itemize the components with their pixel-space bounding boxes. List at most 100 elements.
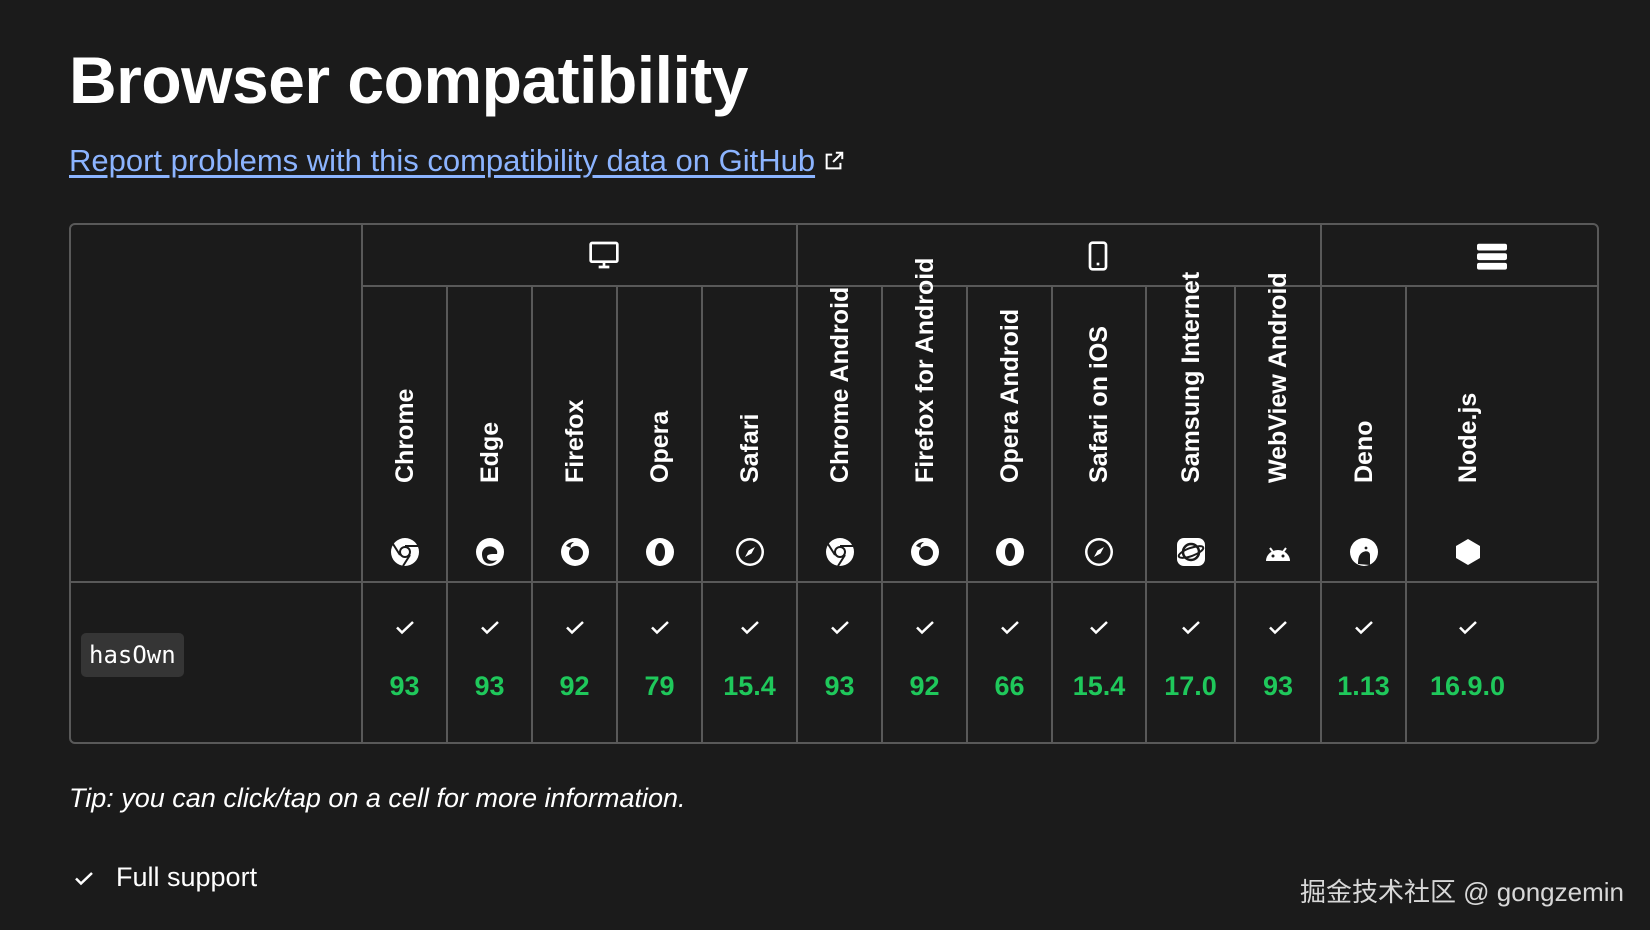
page-title: Browser compatibility: [69, 43, 749, 117]
version-added: 16.9.0: [1429, 671, 1506, 701]
column-divider: [446, 285, 448, 744]
nodejs-icon: [1455, 539, 1480, 565]
version-added: 93: [824, 671, 855, 701]
support-cell[interactable]: 93: [798, 583, 881, 744]
version-added: 93: [1262, 671, 1294, 701]
browser-header: Firefox: [533, 287, 616, 583]
chrome-icon: [390, 538, 419, 567]
support-cell[interactable]: 17.0: [1147, 583, 1234, 744]
browser-name: Firefox: [560, 399, 589, 483]
support-cell[interactable]: 93: [363, 583, 446, 744]
browser-header: Deno: [1322, 287, 1405, 583]
support-cell[interactable]: 79: [618, 583, 701, 744]
samsung-internet-icon: [1176, 538, 1205, 566]
version-added: 93: [474, 671, 505, 701]
browser-header: Chrome Android: [798, 287, 881, 583]
browser-header: Opera: [618, 287, 701, 583]
opera-icon: [645, 538, 674, 566]
browser-name: Safari on iOS: [1085, 326, 1113, 483]
support-cell[interactable]: 93: [448, 583, 531, 744]
browser-name: Deno: [1349, 420, 1378, 484]
legend-full-support: Full support: [72, 862, 257, 893]
version-added: 1.13: [1337, 671, 1390, 701]
check-icon: [1269, 621, 1287, 635]
support-cell[interactable]: 92: [883, 583, 966, 744]
column-divider: [616, 285, 618, 744]
version-added: 92: [559, 671, 590, 701]
browser-header: Samsung Internet: [1147, 272, 1234, 583]
check-icon: [830, 621, 849, 635]
mobile-icon: [1088, 241, 1108, 271]
feature-name: hasOwn: [81, 633, 184, 677]
check-icon: [480, 621, 499, 635]
browser-header: Node.js: [1407, 287, 1528, 583]
row-divider: [361, 285, 1597, 287]
support-cell[interactable]: 93: [1236, 583, 1320, 744]
chrome-icon: [825, 538, 854, 567]
browser-name: Chrome Android: [825, 286, 854, 483]
column-divider: [1405, 285, 1407, 744]
safari-icon: [1085, 538, 1113, 566]
check-icon: [1458, 621, 1477, 635]
support-cell[interactable]: 66: [968, 583, 1051, 744]
desktop-icon: [589, 241, 619, 269]
support-cell[interactable]: 1.13: [1322, 583, 1405, 744]
report-link-label: Report problems with this compatibility …: [69, 143, 816, 178]
version-added: 15.4: [723, 671, 776, 701]
feature-row-header: hasOwn: [71, 583, 376, 744]
browser-name: Safari: [735, 413, 764, 483]
browser-header: Opera Android: [968, 287, 1051, 583]
browser-header: Chrome: [363, 287, 446, 583]
support-cell[interactable]: 15.4: [703, 583, 796, 744]
support-cell[interactable]: 15.4: [1053, 583, 1145, 744]
browser-header: Firefox for Android: [883, 258, 966, 583]
report-problems-link[interactable]: Report problems with this compatibility …: [69, 141, 845, 181]
check-icon: [650, 621, 669, 635]
column-divider: [1051, 285, 1053, 744]
legend-label: Full support: [116, 862, 258, 892]
column-divider: [1145, 285, 1147, 744]
browser-name: Edge: [475, 421, 504, 483]
column-divider: [531, 285, 533, 744]
firefox-icon: [910, 538, 939, 566]
version-added: 15.4: [1072, 671, 1126, 701]
column-divider: [881, 285, 883, 744]
deno-icon: [1349, 538, 1378, 566]
browser-header: WebView Android: [1236, 272, 1320, 583]
support-cell[interactable]: 92: [533, 583, 616, 744]
firefox-icon: [560, 538, 589, 566]
browser-name: Node.js: [1453, 392, 1482, 483]
check-icon: [740, 621, 759, 635]
column-divider: [1320, 225, 1322, 744]
browser-name: Chrome: [390, 388, 419, 483]
check-icon: [1000, 621, 1019, 635]
compat-table: Chrome Edge Firefox Opera Safari Chrome Andro…: [69, 223, 1599, 744]
browser-header: Safari: [703, 287, 796, 583]
version-added: 17.0: [1164, 671, 1217, 701]
watermark: 掘金技术社区 @ gongzemin: [1299, 877, 1624, 907]
safari-icon: [735, 538, 764, 566]
browser-name: Samsung Internet: [1176, 271, 1205, 483]
check-icon: [1181, 621, 1200, 635]
check-icon: [565, 621, 584, 635]
version-added: 92: [909, 671, 940, 701]
check-icon: [1354, 621, 1373, 635]
server-icon: [1477, 243, 1507, 270]
check-icon: [1090, 621, 1108, 635]
browser-header: Edge: [448, 287, 531, 583]
browser-name: Opera Android: [995, 308, 1024, 483]
browser-name: Opera: [645, 410, 674, 483]
version-added: 93: [389, 671, 420, 701]
support-cell[interactable]: 16.9.0: [1407, 583, 1528, 744]
column-divider: [1234, 285, 1236, 744]
tip-text: Tip: you can click/tap on a cell for mor…: [69, 783, 686, 813]
row-divider: [71, 581, 1597, 583]
check-icon: [395, 621, 414, 635]
external-link-icon: [825, 151, 844, 170]
version-added: 79: [644, 671, 675, 701]
column-divider: [361, 225, 363, 744]
opera-icon: [995, 538, 1024, 566]
browser-header: Safari on iOS: [1053, 287, 1145, 583]
column-divider: [966, 285, 968, 744]
column-divider: [701, 285, 703, 744]
